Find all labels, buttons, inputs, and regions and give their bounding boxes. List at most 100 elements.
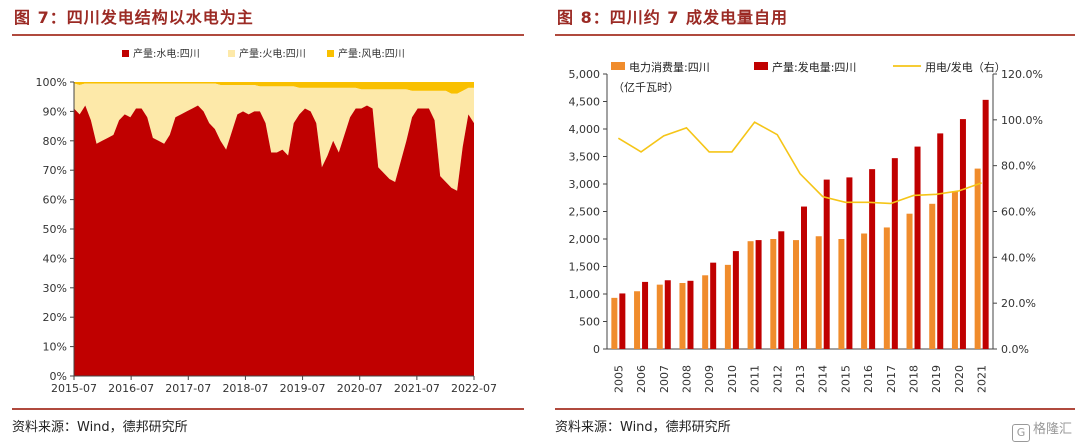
generation-bar <box>755 240 762 349</box>
consumption-bar <box>634 291 641 349</box>
x-tick-label: 2019-07 <box>280 382 326 395</box>
consumption-bar <box>906 213 913 349</box>
generation-bar <box>869 169 876 349</box>
figure-7-title: 图 7：四川发电结构以水电为主 <box>14 8 254 27</box>
watermark-text: 格隆汇 <box>1032 422 1072 437</box>
y-tick-label: 100% <box>36 76 67 89</box>
consumption-bar <box>793 240 799 349</box>
consumption-bar <box>656 284 663 349</box>
figure-8-panel: 图 8：四川约 7 成发电量自用 0 500 1,000 1,500 2,000 2,50… <box>551 0 1080 448</box>
x-tick-label: 2015 <box>839 365 852 393</box>
x-tick-label: 2009 <box>703 365 716 393</box>
ratio-line <box>617 121 982 205</box>
consumption-bar <box>724 264 731 349</box>
consumption-bar <box>883 227 890 349</box>
generation-bar <box>891 158 898 349</box>
y2-tick-label: 40.0% <box>1001 251 1036 264</box>
x-tick-label: 2021 <box>976 365 989 393</box>
x-tick-label: 2008 <box>680 365 693 393</box>
x-tick-label: 2017-07 <box>165 382 211 395</box>
y-tick-label: 30% <box>43 282 67 295</box>
x-tick-label: 2018 <box>908 365 921 393</box>
watermark: G 格隆汇 <box>1011 418 1072 442</box>
y-tick-label: 0% <box>50 370 67 383</box>
figure-7-source: 资料来源：Wind，德邦研究所 <box>12 420 188 435</box>
generation-bar <box>823 179 830 349</box>
generation-bar <box>642 281 649 349</box>
y2-tick-label: 20.0% <box>1001 297 1036 310</box>
y2-tick-label: 0.0% <box>1001 343 1029 356</box>
x-tick-label: 2007 <box>658 365 671 393</box>
figure-7-panel: 图 7：四川发电结构以水电为主 0% 10% 20% 30% 40% 50% 60% 70% 8… <box>0 0 527 448</box>
hydro-area <box>74 105 474 377</box>
electricity-usage-chart: 0 500 1,000 1,500 2,000 2,500 3,000 3,500 4,000 4… <box>569 60 1043 393</box>
consumption-bar <box>974 168 981 349</box>
x-tick-label: 2022-07 <box>451 382 497 395</box>
generation-bar <box>664 280 671 349</box>
x-tick-label: 2010 <box>726 365 739 393</box>
y-tick-label: 2,000 <box>569 233 601 246</box>
x-tick-label: 2013 <box>794 365 807 393</box>
legend-swatch <box>122 50 129 57</box>
title-rule <box>12 34 524 36</box>
generation-bar <box>732 251 739 349</box>
figure-8-source: 资料来源：Wind，德邦研究所 <box>555 420 731 435</box>
y2-tick-label: 120.0% <box>1001 68 1043 81</box>
legend-swatch <box>228 50 235 57</box>
x-tick-label: 2005 <box>612 365 625 393</box>
x-tick-label: 2006 <box>635 365 648 393</box>
generation-bar <box>937 133 944 349</box>
generation-bar <box>982 99 989 349</box>
consumption-bar <box>929 203 936 349</box>
consumption-bar <box>861 233 868 349</box>
y-tick-label: 3,500 <box>569 151 601 164</box>
thermal-area <box>74 83 474 191</box>
x-tick-label: 2019 <box>930 365 943 393</box>
y-tick-label: 1,000 <box>569 288 601 301</box>
x-tick-label: 2021-07 <box>394 382 440 395</box>
consumption-bar <box>770 239 777 349</box>
consumption-bar <box>679 283 686 349</box>
consumption-bar <box>815 236 822 349</box>
x-tick-label: 2020-07 <box>337 382 383 395</box>
legend-label: 产量:水电:四川 <box>133 47 200 60</box>
generation-bar <box>710 262 717 349</box>
y-tick-label: 1,500 <box>569 261 601 274</box>
y-tick-label: 10% <box>43 341 67 354</box>
generation-bar <box>959 119 966 349</box>
y-tick-label: 5,000 <box>569 68 601 81</box>
title-rule <box>555 34 1075 36</box>
consumption-bar <box>747 241 754 349</box>
generation-bar <box>846 177 853 349</box>
x-tick-label: 2016 <box>862 365 875 393</box>
x-tick-label: 2018-07 <box>222 382 268 395</box>
consumption-bar <box>951 191 958 349</box>
source-rule <box>555 408 1075 410</box>
y2-tick-label: 80.0% <box>1001 160 1036 173</box>
y-tick-label: 2,500 <box>569 206 601 219</box>
legend-label: 产量:发电量:四川 <box>772 60 856 74</box>
legend-swatch <box>327 50 334 57</box>
legend-swatch <box>611 62 625 70</box>
y-tick-label: 70% <box>43 164 67 177</box>
source-rule <box>12 408 524 410</box>
y-tick-label: 4,000 <box>569 123 601 136</box>
legend-label: 产量:火电:四川 <box>239 47 306 60</box>
consumption-bar <box>838 239 845 349</box>
legend-label: 产量:风电:四川 <box>338 47 405 60</box>
generation-bar <box>619 293 626 349</box>
consumption-bar <box>611 297 618 349</box>
y2-tick-label: 60.0% <box>1001 206 1036 219</box>
y-tick-label: 60% <box>43 194 67 207</box>
x-tick-label: 2014 <box>817 365 830 393</box>
y-tick-label: 500 <box>579 316 600 329</box>
legend-label: 用电/发电（右） <box>925 60 1006 74</box>
generation-bar <box>687 280 694 349</box>
y-tick-label: 40% <box>43 252 67 265</box>
x-tick-label: 2020 <box>953 365 966 393</box>
x-tick-label: 2012 <box>771 365 784 393</box>
y-tick-label: 90% <box>43 105 67 118</box>
generation-bar <box>801 206 807 349</box>
legend-label: 电力消费量:四川 <box>629 60 710 74</box>
unit-label: （亿千瓦时） <box>613 81 679 94</box>
